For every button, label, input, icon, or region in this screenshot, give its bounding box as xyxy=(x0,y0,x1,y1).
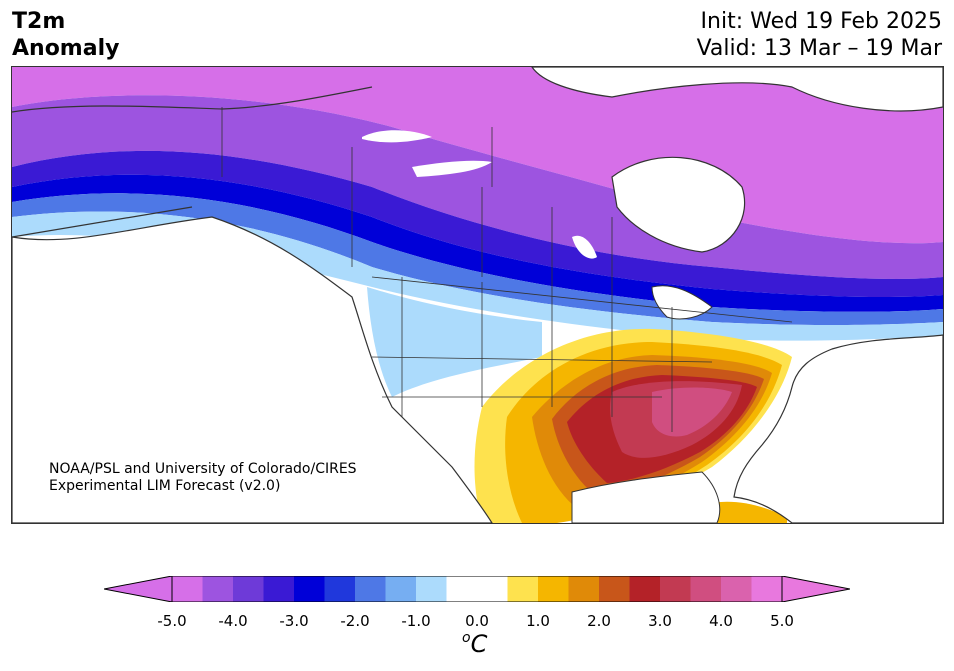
anomaly-band-minus-1-5 xyxy=(12,193,943,326)
colorbar-tick-label: -5.0 xyxy=(157,612,187,630)
colorbar-segment xyxy=(721,576,752,602)
colorbar xyxy=(104,576,850,602)
colorbar-tick-label: -1.0 xyxy=(401,612,431,630)
great-lakes xyxy=(651,285,713,320)
colorbar-tick-label: 5.0 xyxy=(770,612,794,630)
colorbar-tick-label: -2.0 xyxy=(340,612,370,630)
anomaly-band-minus-2 xyxy=(12,174,943,312)
credit-line-2: Experimental LIM Forecast (v2.0) xyxy=(49,478,281,494)
gulf-of-mexico xyxy=(571,471,721,523)
colorbar-segment xyxy=(507,576,539,602)
colorbar-outline xyxy=(171,576,783,602)
colorbar-tick-label: 1.0 xyxy=(526,612,550,630)
colorbar-segment xyxy=(629,576,661,602)
colorbar-segment xyxy=(690,576,722,602)
colorbar-segment xyxy=(538,576,569,602)
colorbar-segment xyxy=(751,576,783,602)
pacific-ocean xyxy=(12,216,493,523)
colorbar-tick-labels: -5.0 -4.0 -3.0 -2.0 -1.0 0.0 1.0 2.0 3.0 4.0 5.0 xyxy=(0,612,954,632)
colorbar-segment xyxy=(599,576,630,602)
credit-text: NOAA/PSL and University of Colorado/CIRE… xyxy=(49,461,357,495)
colorbar-segment xyxy=(294,576,325,602)
canada-white-patch-2 xyxy=(412,160,492,177)
colorbar-segment xyxy=(233,576,264,602)
colorbar-segment xyxy=(385,576,417,602)
hudson-bay xyxy=(611,156,746,253)
canada-white-patch-3 xyxy=(572,235,597,259)
colorbar-tick-label: -4.0 xyxy=(218,612,248,630)
colorbar-segment xyxy=(172,576,203,602)
colorbar-tick-label: -3.0 xyxy=(279,612,309,630)
anomaly-band-minus-3 xyxy=(12,150,943,297)
colorbar-segment xyxy=(660,576,691,602)
colorbar-tick-label: 2.0 xyxy=(587,612,611,630)
unit-base: C xyxy=(470,630,488,658)
colorbar-segment xyxy=(324,576,356,602)
colorbar-segment xyxy=(446,576,478,602)
map-panel xyxy=(11,66,944,524)
title-line-2: Anomaly xyxy=(12,36,120,61)
canada-white-patch-1 xyxy=(362,130,432,143)
colorbar-segment xyxy=(202,576,234,602)
anomaly-band-light-blue xyxy=(367,287,542,397)
caribbean-warm-patch xyxy=(702,501,787,523)
coastlines xyxy=(12,86,373,238)
colorbar-segment xyxy=(568,576,600,602)
forecast-dates: Init: Wed 19 Feb 2025 Valid: 13 Mar – 19… xyxy=(697,8,942,62)
colorbar-overflow-arrow xyxy=(781,576,850,602)
colorbar-segment xyxy=(263,576,295,602)
map-title: T2m Anomaly xyxy=(12,8,119,62)
colorbar-unit: oC xyxy=(462,630,487,658)
colorbar-segment xyxy=(477,576,508,602)
atlantic-ocean xyxy=(733,334,943,523)
init-date: Init: Wed 19 Feb 2025 xyxy=(700,9,942,34)
political-borders xyxy=(221,107,793,432)
arctic-ocean xyxy=(531,67,943,112)
colorbar-tick-label: 3.0 xyxy=(648,612,672,630)
colorbar-segments xyxy=(172,576,783,602)
colorbar-tick-label: 4.0 xyxy=(709,612,733,630)
credit-line-1: NOAA/PSL and University of Colorado/CIRE… xyxy=(49,461,357,477)
colorbar-tick-label: 0.0 xyxy=(465,612,489,630)
colorbar-segment xyxy=(416,576,447,602)
anomaly-map xyxy=(12,67,943,523)
unit-superscript: o xyxy=(462,630,471,646)
colorbar-underflow-arrow xyxy=(104,576,173,602)
valid-range: Valid: 13 Mar – 19 Mar xyxy=(696,36,942,61)
colorbar-segment xyxy=(355,576,386,602)
title-line-1: T2m xyxy=(12,9,66,34)
